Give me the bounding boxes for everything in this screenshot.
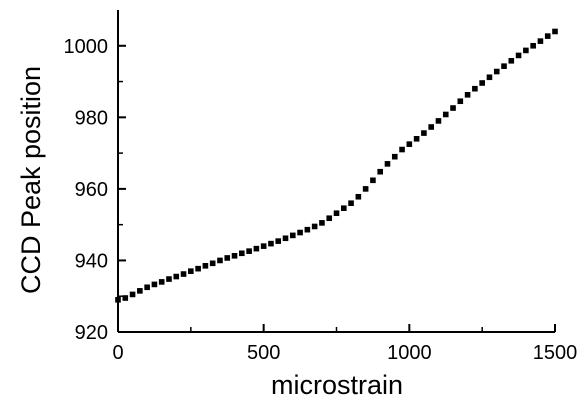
data-point <box>260 243 267 249</box>
data-point <box>355 193 362 200</box>
data-point <box>413 136 420 142</box>
data-point <box>552 28 558 35</box>
data-point <box>501 63 507 69</box>
data-point <box>479 80 485 86</box>
data-point <box>202 263 209 269</box>
x-tick-label: 500 <box>247 342 280 364</box>
data-point <box>209 260 216 267</box>
data-point <box>435 118 442 124</box>
data-point <box>304 226 311 233</box>
data-point <box>450 105 456 111</box>
y-axis-title: CCD Peak position <box>16 66 46 294</box>
y-tick-label: 920 <box>75 322 108 344</box>
data-point <box>428 124 434 130</box>
data-point <box>231 252 238 259</box>
x-axis-title: microstrain <box>271 370 403 400</box>
data-point <box>421 130 427 136</box>
data-point <box>311 223 318 230</box>
y-tick-label: 940 <box>75 250 108 272</box>
data-point <box>129 291 136 298</box>
data-point <box>239 250 245 257</box>
x-tick-label: 1500 <box>533 342 578 364</box>
data-point <box>370 177 376 184</box>
data-point <box>523 47 529 54</box>
data-point <box>158 279 165 285</box>
data-point <box>173 273 180 280</box>
data-point <box>399 146 405 153</box>
data-point <box>115 297 121 303</box>
axes <box>117 10 555 333</box>
y-tick-label: 1000 <box>64 36 109 58</box>
x-tick-label: 1000 <box>387 342 432 364</box>
data-point <box>195 265 201 272</box>
data-point <box>486 74 493 81</box>
data-point <box>319 220 325 226</box>
data-point <box>144 284 150 291</box>
data-point <box>268 240 274 247</box>
data-point <box>151 281 158 288</box>
data-point <box>290 232 296 239</box>
data-point <box>537 38 544 44</box>
data-point <box>472 85 478 92</box>
data-point <box>326 215 333 222</box>
data-point <box>544 33 551 39</box>
y-tick-label: 960 <box>75 179 108 201</box>
data-point <box>348 200 354 206</box>
data-point <box>122 295 129 301</box>
data-point <box>333 210 340 217</box>
data-point <box>253 245 260 252</box>
data-point <box>530 42 536 49</box>
data-point <box>166 276 172 282</box>
data-point <box>442 111 449 118</box>
ticks: 0 500 1000 1500 920 940 960 980 1000 <box>64 36 578 364</box>
data-point <box>362 186 369 192</box>
data-point <box>406 141 413 147</box>
data-point <box>224 255 231 261</box>
data-point <box>297 229 303 236</box>
data-point <box>493 68 500 75</box>
data-point <box>508 58 515 64</box>
data-point <box>457 98 464 105</box>
data-point <box>180 271 187 277</box>
data-point <box>137 288 143 294</box>
data-point <box>246 248 252 254</box>
data-point <box>515 52 522 59</box>
data-point <box>384 161 391 167</box>
data-point <box>340 205 347 212</box>
x-tick-label: 0 <box>112 342 123 364</box>
data-point <box>188 268 194 274</box>
data-point <box>464 91 471 98</box>
data-point <box>217 257 223 264</box>
data-point <box>275 238 282 244</box>
data-point <box>391 153 398 160</box>
data-points <box>115 28 558 303</box>
data-point <box>377 168 383 175</box>
y-tick-label: 980 <box>75 107 108 129</box>
data-point <box>282 235 289 242</box>
